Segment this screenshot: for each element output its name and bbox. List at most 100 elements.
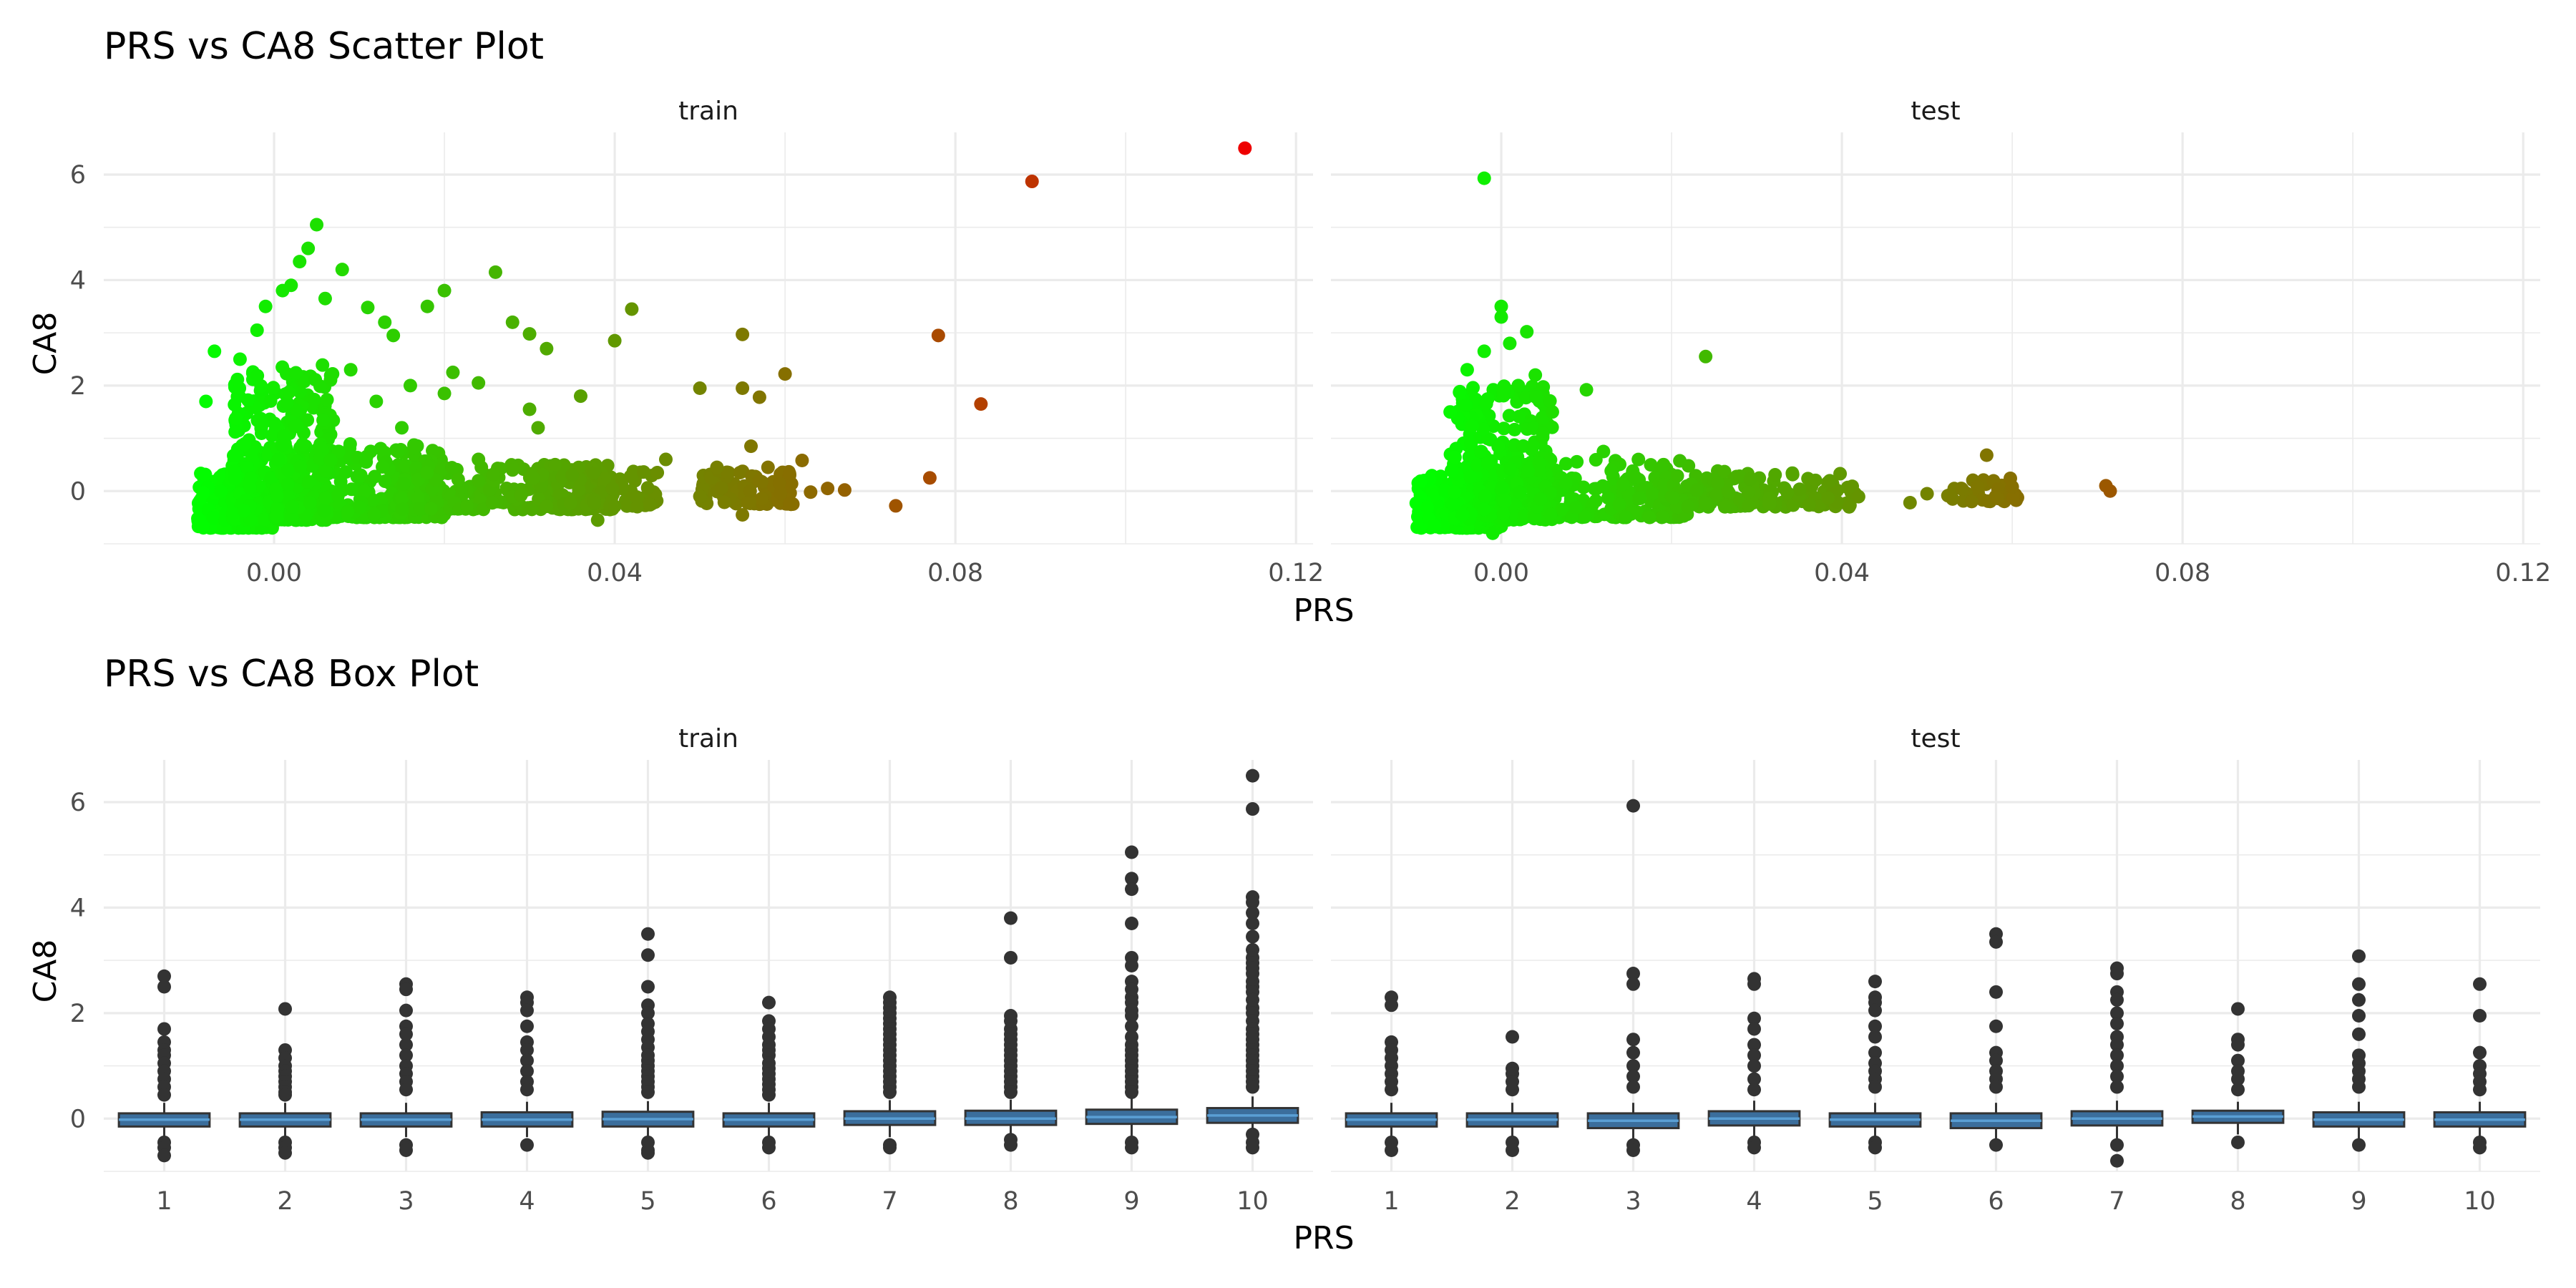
scatter-point	[1681, 499, 1695, 514]
scatter-point	[282, 385, 296, 399]
scatter-point	[605, 482, 620, 496]
scatter-point	[1447, 485, 1461, 499]
scatter-point	[1667, 491, 1681, 505]
scatter-point	[1964, 494, 1979, 509]
scatter-point	[772, 476, 786, 490]
scatter-point	[1508, 422, 1522, 436]
box-outlier	[2110, 1059, 2124, 1073]
scatter-point	[1543, 394, 1557, 408]
box-panel-train: train 1 2 3 4 5 6 7 8 9 10 0 2 4 6	[70, 724, 1313, 1216]
box-outlier	[1747, 1038, 1761, 1052]
scatter-point	[548, 457, 562, 472]
scatter-point	[1612, 497, 1626, 512]
box-outlier	[1747, 1059, 1761, 1073]
box-outlier	[399, 1083, 413, 1097]
scatter-point	[323, 453, 338, 467]
scatter-point	[525, 502, 539, 517]
x-tick-label: 0.08	[927, 559, 983, 587]
scatter-point	[837, 483, 852, 497]
x-tick-label: 0.00	[1473, 559, 1529, 587]
scatter-point	[1642, 510, 1657, 525]
box-3	[359, 977, 453, 1158]
box-outlier	[1125, 917, 1138, 931]
scatter-point	[540, 341, 554, 356]
box-y-axis-title: CA8	[27, 940, 64, 1003]
box-outlier	[520, 1138, 534, 1152]
scatter-point	[625, 302, 639, 316]
box-outlier	[1747, 1011, 1761, 1025]
scatter-point	[280, 463, 295, 477]
scatter-point	[1473, 444, 1488, 459]
box-outlier	[2110, 1017, 2124, 1031]
scatter-point	[1845, 479, 1860, 494]
scatter-point	[514, 488, 528, 502]
box-1	[1345, 990, 1438, 1158]
scatter-point	[1491, 439, 1506, 454]
box-outlier	[520, 1019, 534, 1033]
scatter-point	[741, 496, 755, 510]
scatter-panel-test: test 0.00 0.04 0.08 0.12	[1331, 97, 2551, 587]
box-outlier	[1747, 1072, 1761, 1086]
scatter-point	[752, 390, 766, 404]
scatter-point	[1496, 385, 1511, 399]
scatter-point	[270, 489, 284, 503]
box-outlier	[1868, 1030, 1882, 1044]
scatter-point	[1498, 493, 1512, 507]
scatter-point	[341, 504, 355, 519]
box-outlier	[1506, 1083, 1519, 1097]
scatter-point	[320, 393, 334, 407]
scatter-point	[1920, 487, 1934, 501]
scatter-point	[1526, 439, 1540, 453]
box-outlier	[2231, 1072, 2245, 1086]
scatter-point	[403, 379, 417, 393]
scatter-point	[1463, 469, 1478, 484]
box-outlier	[278, 1146, 292, 1160]
scatter-point	[376, 460, 390, 474]
scatter-point	[241, 393, 255, 407]
scatter-point	[335, 263, 349, 277]
scatter-point	[486, 467, 500, 482]
scatter-point	[369, 394, 384, 409]
x-tick-label: 5	[640, 1187, 655, 1216]
scatter-point	[1466, 381, 1480, 395]
box-outlier	[1125, 1019, 1138, 1033]
box-outlier	[2352, 1080, 2366, 1094]
box-outlier	[1868, 1003, 1882, 1018]
scatter-point	[485, 496, 499, 510]
box-outlier	[1989, 935, 2003, 949]
box-outlier	[1004, 911, 1018, 925]
box-outlier	[1626, 1080, 1640, 1094]
box-outlier	[278, 1088, 292, 1102]
box-outlier	[1626, 1059, 1640, 1073]
scatter-point	[1459, 398, 1473, 412]
scatter-point	[1494, 310, 1508, 324]
box-outlier	[2231, 1083, 2245, 1097]
scatter-point	[198, 467, 213, 482]
scatter-point	[323, 373, 338, 387]
facet-strip-label: test	[1911, 724, 1960, 753]
scatter-point	[1656, 509, 1670, 524]
scatter-point	[1521, 464, 1536, 478]
scatter-point	[1512, 409, 1526, 424]
y-tick-label: 2	[70, 372, 86, 401]
scatter-point	[1589, 494, 1603, 508]
scatter-point	[1535, 411, 1549, 425]
scatter-point	[1709, 488, 1724, 502]
box-2	[238, 1002, 332, 1160]
box-panel-test: test 1 2 3 4 5 6 7 8 9 10	[1331, 724, 2540, 1216]
scatter-point	[196, 485, 210, 499]
box-outlier	[1125, 845, 1138, 859]
scatter-point	[640, 481, 655, 495]
scatter-point	[744, 439, 758, 454]
scatter-point	[318, 291, 332, 306]
scatter-point	[1833, 467, 1848, 481]
box-8	[964, 911, 1058, 1152]
scatter-point	[1979, 448, 1994, 462]
scatter-point	[233, 352, 247, 366]
box-outlier	[157, 969, 171, 983]
scatter-point	[572, 483, 586, 497]
scatter-point	[2103, 484, 2117, 498]
scatter-point	[931, 328, 945, 343]
scatter-point	[199, 394, 213, 409]
box-outlier	[1868, 1045, 1882, 1060]
